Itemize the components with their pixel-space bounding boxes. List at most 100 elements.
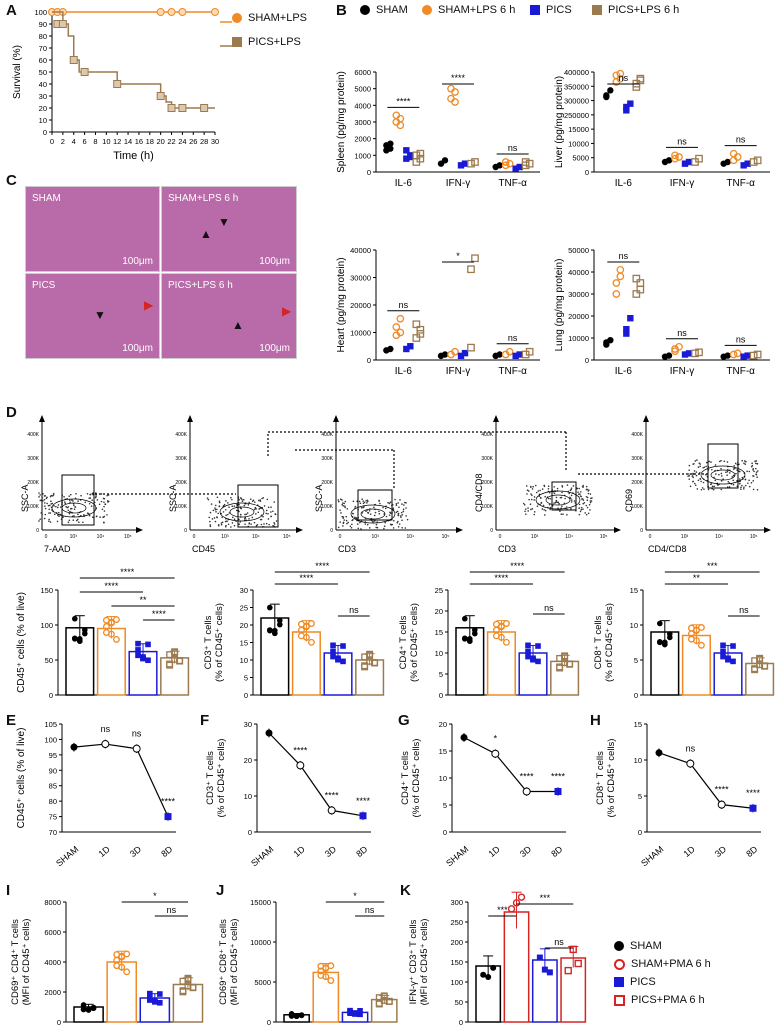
data-point xyxy=(441,157,449,164)
flow-event-dot xyxy=(395,503,398,505)
flow-event-dot xyxy=(543,484,546,487)
flow-event-dot xyxy=(756,470,759,472)
y-tick-label: 300 xyxy=(450,898,463,907)
flow-x-tick: 10⁵ xyxy=(750,534,758,540)
flow-event-dot xyxy=(703,466,706,469)
data-point xyxy=(72,636,78,642)
y-tick-label: 40000 xyxy=(350,246,371,255)
flow-event-dot xyxy=(402,508,405,511)
flow-event-dot xyxy=(754,462,757,465)
flow-x-tick: 10⁴ xyxy=(565,534,573,540)
y-tick-label: 95 xyxy=(49,751,57,760)
flow-event-dot xyxy=(364,523,367,525)
flow-event-dot xyxy=(384,507,387,510)
data-point xyxy=(179,977,187,985)
flow-event-dot xyxy=(69,499,71,502)
data-point xyxy=(157,999,163,1006)
flow-y-label: SSC-A xyxy=(168,484,178,512)
y-tick-label: 30000 xyxy=(568,290,589,299)
data-point xyxy=(416,325,425,334)
flow-event-dot xyxy=(741,476,744,479)
flow-event-dot xyxy=(389,511,391,514)
y-tick-label: 25 xyxy=(240,604,248,613)
flow-event-dot xyxy=(225,524,227,527)
y-axis-label: Lung (pg/mg protein) xyxy=(554,259,565,352)
flow-event-dot xyxy=(398,523,401,525)
flow-event-dot xyxy=(38,496,40,498)
flow-event-dot xyxy=(209,525,212,528)
flow-event-dot xyxy=(43,498,46,501)
flow-event-dot xyxy=(231,505,234,508)
data-point xyxy=(756,661,764,669)
data-point xyxy=(687,635,695,643)
density-contour xyxy=(545,494,571,506)
blue-square-icon xyxy=(614,977,624,987)
flow-event-dot xyxy=(570,501,573,503)
flow-event-dot xyxy=(274,513,277,515)
x-tick-label: TNF-α xyxy=(498,366,527,377)
flow-event-dot xyxy=(722,478,724,480)
flow-event-dot xyxy=(542,504,545,507)
flow-y-tick: 400K xyxy=(481,432,493,438)
data-point xyxy=(147,997,153,1003)
significance-label: **** xyxy=(746,788,761,798)
significance-label: **** xyxy=(104,581,119,591)
data-point xyxy=(472,630,478,637)
flow-event-dot xyxy=(39,499,42,502)
flow-event-dot xyxy=(367,512,370,514)
flow-event-dot xyxy=(589,493,592,495)
data-point xyxy=(691,349,699,358)
flow-event-dot xyxy=(258,508,260,510)
data-point xyxy=(164,813,172,821)
x-axis-label: Time (h) xyxy=(113,150,154,162)
flow-event-dot xyxy=(72,500,74,502)
flow-event-dot xyxy=(580,506,583,509)
flow-event-dot xyxy=(715,473,717,475)
flow-y-tick: 100K xyxy=(631,504,643,510)
arrowhead-icon: ▼ xyxy=(94,308,106,322)
flow-event-dot xyxy=(750,465,753,468)
y-tick-label: 70 xyxy=(49,828,57,837)
panel-d-flow-cytometry: 0 100K 200K 300K 400K 0 10³ 10⁴ 10⁵ 7-AAD SSC-A 0 10… xyxy=(20,415,771,554)
flow-event-dot xyxy=(248,501,251,504)
y-tick-label: 105 xyxy=(44,720,57,729)
y-tick-label: 0 xyxy=(638,828,642,837)
flow-y-tick: 200K xyxy=(321,480,333,486)
flow-event-dot xyxy=(91,499,94,501)
flow-event-dot xyxy=(247,504,250,506)
flow-event-dot xyxy=(100,500,103,503)
flow-event-dot xyxy=(561,486,564,488)
histology-label: SHAM xyxy=(32,193,61,204)
flow-event-dot xyxy=(744,478,747,481)
data-point xyxy=(612,290,621,298)
flow-event-dot xyxy=(355,517,358,519)
flow-event-dot xyxy=(51,495,54,497)
data-point xyxy=(330,642,336,649)
flow-event-dot xyxy=(688,464,691,467)
y-tick-label: 10000 xyxy=(568,139,589,148)
data-point xyxy=(132,744,141,753)
data-point xyxy=(497,622,505,630)
flow-event-dot xyxy=(578,507,581,509)
data-point xyxy=(267,627,273,634)
x-tick-label: 22 xyxy=(167,137,175,146)
trend-line xyxy=(658,752,754,809)
flow-event-dot xyxy=(86,492,89,495)
y-tick-label: 250 xyxy=(450,918,463,927)
y-axis-label: Spleen (pg/mg protein) xyxy=(336,71,347,173)
data-point xyxy=(118,952,126,960)
flow-event-dot xyxy=(405,507,407,509)
flow-event-dot xyxy=(46,502,48,505)
y-tick-label: 10000 xyxy=(568,334,589,343)
data-point xyxy=(740,353,747,360)
flow-x-tick: 10⁴ xyxy=(252,534,260,540)
flow-event-dot xyxy=(218,505,221,508)
panel-letter-g: G xyxy=(398,712,410,729)
flow-event-dot xyxy=(55,505,57,508)
flow-event-dot xyxy=(101,508,104,511)
flow-event-dot xyxy=(697,479,700,482)
flow-event-dot xyxy=(556,487,559,490)
flow-event-dot xyxy=(98,503,101,506)
legend-b-pics: PICS xyxy=(530,4,572,16)
data-point xyxy=(730,643,736,649)
